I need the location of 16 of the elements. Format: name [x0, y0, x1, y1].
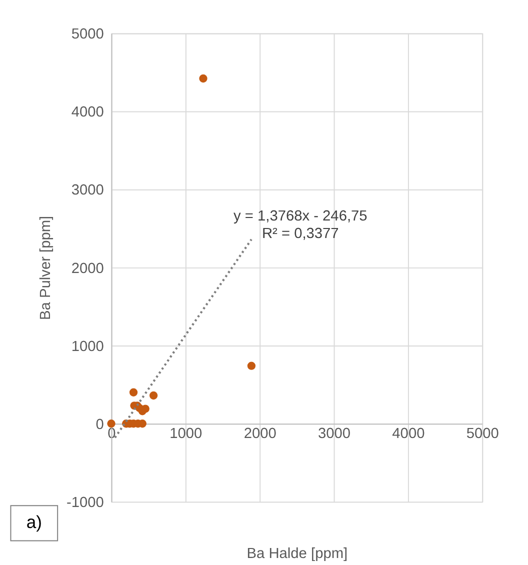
y-tick-label: -1000 — [66, 495, 104, 512]
x-tick-label: 4000 — [392, 426, 425, 442]
x-axis-title: Ba Halde [ppm] — [246, 546, 348, 562]
text: a) — [26, 512, 42, 532]
annotation: y = 1,3768x - 246,75 R² = 0,3377 — [234, 208, 368, 242]
y-tick-label: 2000 — [71, 260, 104, 277]
x-tick-label: 5000 — [466, 426, 499, 442]
x-tick-label: 2000 — [244, 426, 276, 442]
y-tick-label: 4000 — [71, 104, 104, 121]
y-axis-title: Ba Pulver [ppm] — [38, 216, 54, 320]
y-tick-label: 1000 — [71, 338, 104, 355]
x-tick-label: 0 — [108, 426, 116, 442]
x-tick-label: 1000 — [170, 426, 202, 442]
x-tick-label: 3000 — [318, 426, 351, 442]
y-tick-label: 3000 — [71, 182, 104, 199]
y-tick-label: 5000 — [71, 26, 104, 43]
